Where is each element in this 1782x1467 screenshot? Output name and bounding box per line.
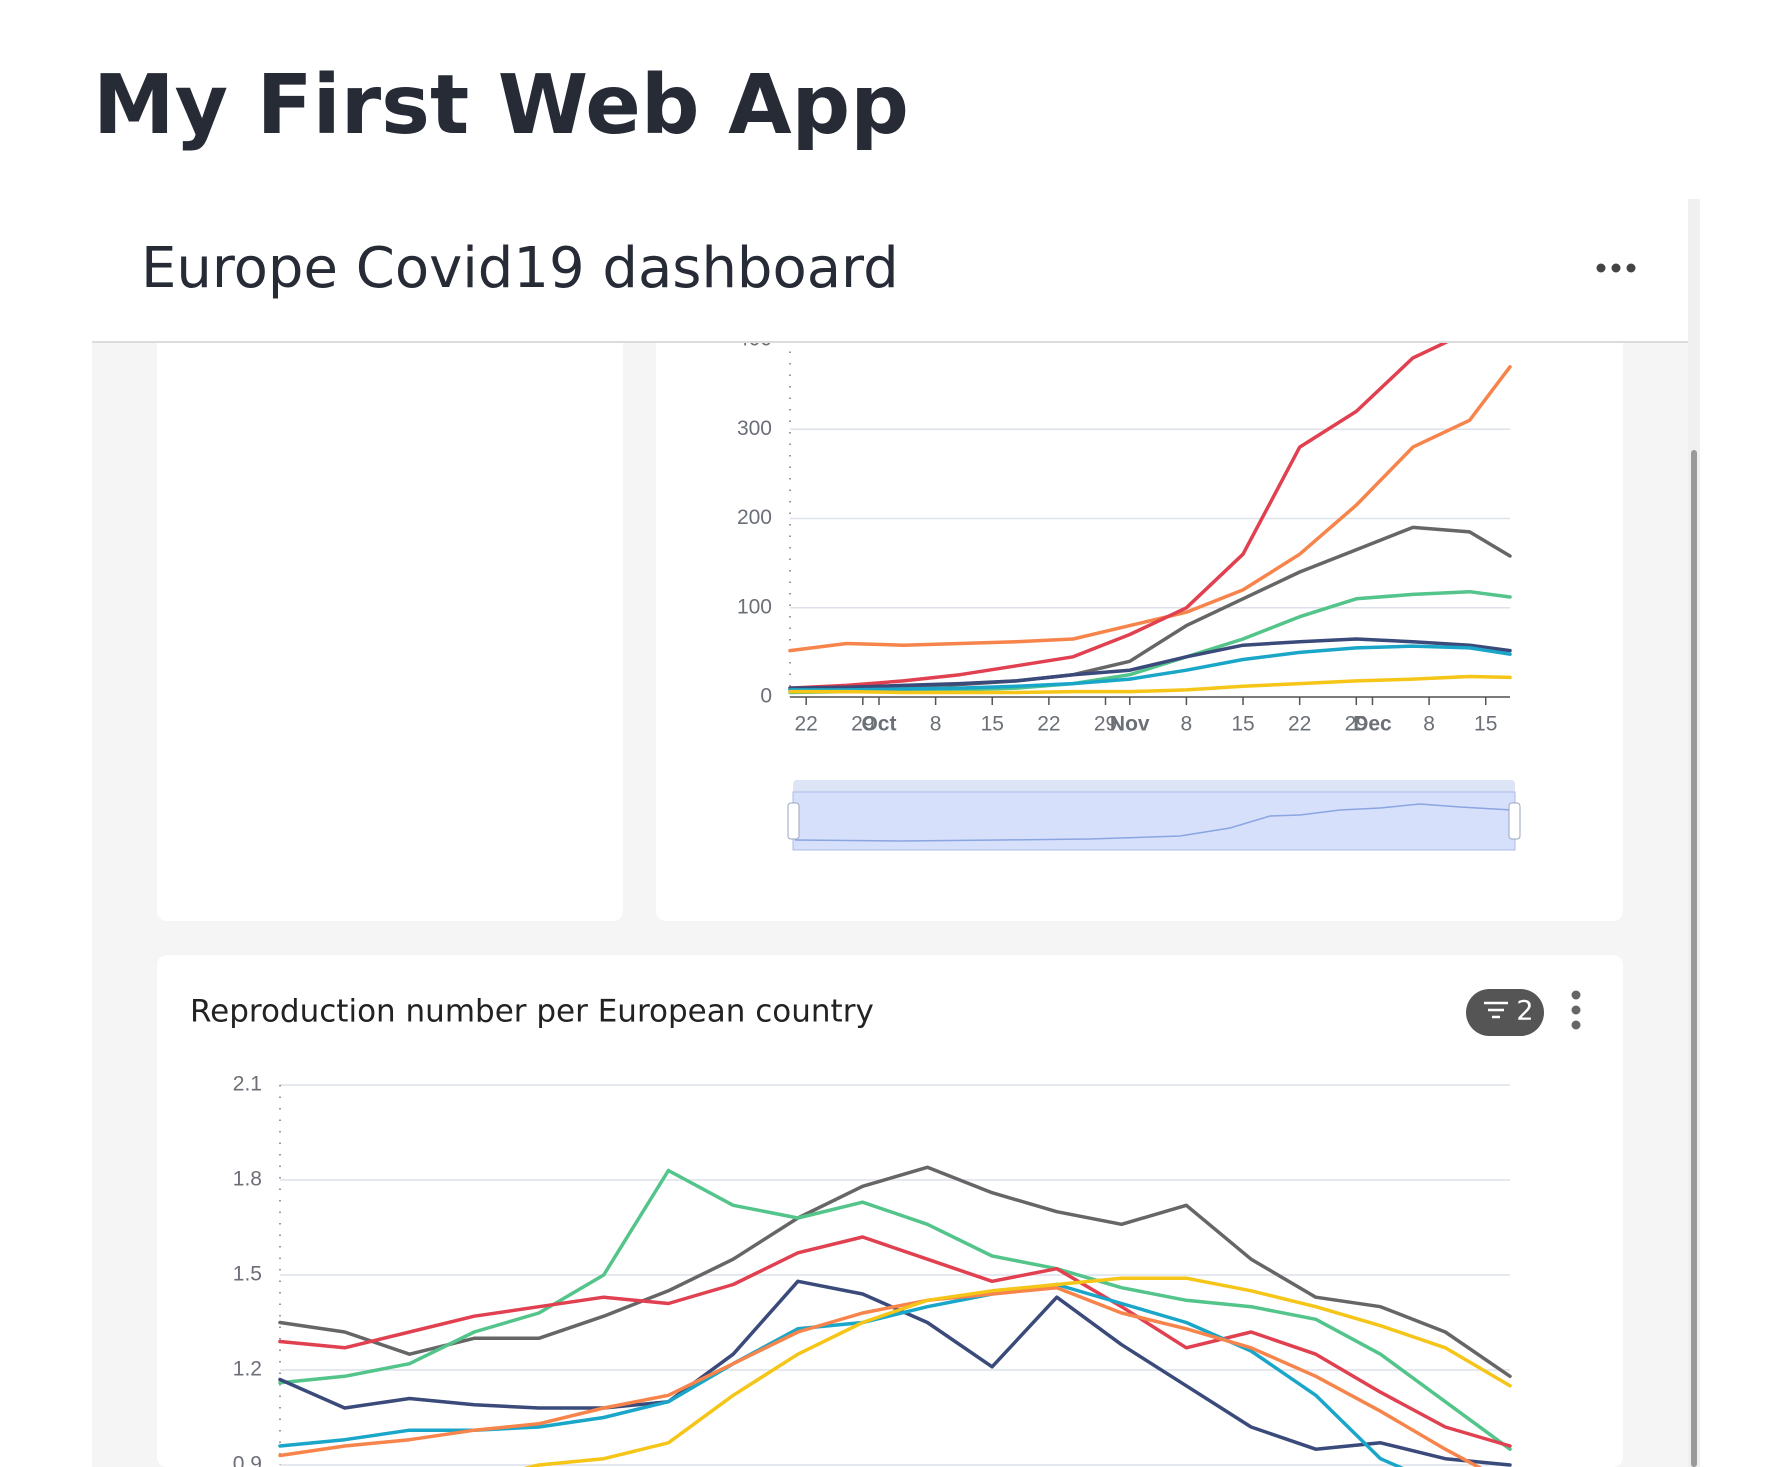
filter-count: 2 — [1516, 996, 1533, 1027]
range-slider[interactable] — [787, 780, 1521, 851]
x-tick-label: 22 — [1037, 713, 1060, 736]
y-tick-label: 0 — [760, 685, 772, 708]
x-tick-label: Nov — [1110, 713, 1150, 736]
dashboard-title: Europe Covid19 dashboard — [141, 236, 899, 301]
x-tick-label: 15 — [1474, 713, 1497, 736]
y-tick-label: 200 — [737, 506, 772, 529]
x-tick-label: 8 — [1423, 713, 1435, 736]
slider-left-handle[interactable] — [787, 802, 800, 840]
chart-menu[interactable] — [1571, 990, 1581, 1030]
series-line — [523, 1276, 1512, 1467]
series-line — [788, 644, 1512, 692]
x-tick-label: 15 — [1231, 713, 1254, 736]
empty-card — [157, 300, 623, 921]
y-tick-label: 300 — [737, 417, 772, 440]
y-tick-label: 1.2 — [233, 1358, 262, 1381]
slider-preview — [794, 803, 1513, 842]
y-tick-label: 1.8 — [233, 1168, 262, 1191]
series-line — [788, 342, 1451, 690]
series-line — [788, 589, 1512, 695]
x-tick-label: 8 — [1181, 713, 1193, 736]
x-tick-label: 22 — [1288, 713, 1311, 736]
app-title: My First Web App — [93, 58, 909, 153]
slider-handle-bar[interactable] — [793, 780, 1515, 794]
x-tick-label: 8 — [930, 713, 942, 736]
x-tick-label: 29 — [1345, 713, 1368, 736]
y-tick-label: 0.9 — [233, 1453, 262, 1467]
series-line — [788, 637, 1512, 690]
series-line — [278, 1165, 1512, 1379]
y-tick-label: 2.1 — [233, 1073, 262, 1096]
dashboard-header — [92, 199, 1688, 342]
cases-chart: 01002003004002229Oct8152229Nov8152229Dec… — [737, 328, 1512, 736]
cases-card — [656, 300, 1623, 921]
series-line — [278, 1168, 1512, 1451]
series-line — [278, 1285, 1483, 1467]
dashboard-menu[interactable] — [1596, 263, 1636, 273]
series-line — [788, 674, 1512, 695]
y-tick-label: 400 — [737, 328, 772, 351]
y-tick-label: 1.5 — [233, 1263, 262, 1286]
x-tick-label: 29 — [1094, 713, 1117, 736]
x-tick-label: 29 — [851, 713, 874, 736]
scrollbar-thumb[interactable] — [1691, 450, 1697, 1467]
y-tick-label: 100 — [737, 595, 772, 618]
reproduction-chart: 0.9 1.2 1.5 1.8 2.1 — [233, 1073, 1512, 1467]
series-line — [788, 365, 1512, 653]
filter-badge-bg[interactable] — [1466, 989, 1544, 1036]
chart-title: Reproduction number per European country — [190, 994, 874, 1030]
slider-right-handle[interactable] — [1508, 802, 1521, 840]
filter-badge[interactable]: 2 — [1466, 989, 1544, 1036]
x-tick-label: 15 — [981, 713, 1004, 736]
x-tick-label: 22 — [795, 713, 818, 736]
x-tick-label: Oct — [861, 713, 896, 736]
series-line — [278, 1235, 1512, 1448]
x-tick-label: Dec — [1353, 713, 1392, 736]
filter-icon — [1484, 1001, 1508, 1019]
